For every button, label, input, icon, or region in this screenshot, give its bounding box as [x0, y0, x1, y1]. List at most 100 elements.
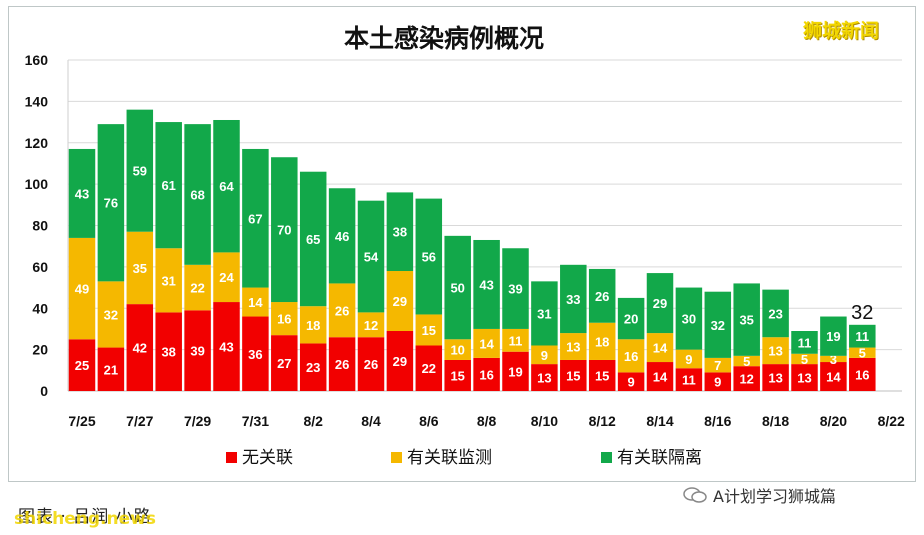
data-label: 12 [739, 372, 753, 387]
data-label: 35 [133, 261, 147, 276]
bar-segment-yellow [646, 333, 674, 363]
data-label: 32 [104, 307, 118, 322]
x-tick-label: 8/16 [704, 413, 731, 429]
data-label: 27 [277, 356, 291, 371]
bar-segment-red [849, 357, 876, 391]
data-label: 39 [190, 344, 204, 359]
data-label: 38 [393, 225, 407, 240]
data-label: 14 [826, 370, 841, 385]
legend-label: 无关联 [242, 448, 293, 468]
data-label: 11 [798, 335, 812, 350]
y-tick-label: 160 [25, 52, 49, 68]
watermark-logo: 狮城新闻 [803, 20, 880, 42]
data-label: 76 [104, 196, 118, 211]
x-tick-label: 7/27 [126, 413, 153, 429]
bar-segment-red [415, 345, 443, 391]
bar-segment-red [97, 347, 125, 391]
x-tick-label: 7/29 [184, 413, 211, 429]
bar-segment-green [849, 324, 876, 348]
data-label: 36 [248, 347, 262, 362]
data-label: 11 [682, 373, 696, 388]
bar-segment-red [617, 372, 645, 391]
data-label: 31 [161, 273, 175, 288]
y-tick-label: 40 [32, 300, 48, 316]
bar-segment-yellow [588, 322, 616, 360]
x-tick-label: 8/4 [361, 413, 381, 429]
bar-segment-green [617, 297, 645, 340]
x-tick-label: 8/18 [762, 413, 789, 429]
data-label: 26 [595, 289, 609, 304]
bar-segment-green [97, 124, 125, 282]
data-label: 9 [541, 348, 548, 363]
bars: 2549432132764235593831613922684324643614… [68, 109, 876, 391]
bar-segment-yellow [213, 252, 240, 303]
bar-segment-yellow [155, 248, 182, 313]
chart-title: 本土感染病例概况 [344, 24, 544, 53]
data-label: 18 [306, 318, 320, 333]
y-tick-label: 100 [25, 176, 49, 192]
bar-segment-yellow [502, 328, 529, 352]
bar-segment-red [502, 351, 529, 391]
x-tick-label: 8/20 [820, 413, 847, 429]
data-label: 35 [739, 313, 753, 328]
bar-segment-yellow [415, 314, 443, 346]
bar-segment-green [646, 273, 674, 334]
wechat-icon [683, 487, 707, 503]
bar-segment-yellow [271, 302, 298, 336]
bar-segment-yellow [126, 231, 154, 305]
data-label: 49 [75, 282, 89, 297]
data-label: 21 [104, 362, 118, 377]
x-tick-label: 8/12 [589, 413, 616, 429]
bar-segment-green [473, 239, 500, 329]
data-label: 20 [624, 312, 638, 327]
data-label: 13 [537, 371, 551, 386]
data-label: 38 [161, 345, 175, 360]
data-label: 9 [627, 375, 634, 390]
legend-swatch [391, 452, 402, 463]
bar-segment-red [271, 335, 298, 391]
data-label: 64 [219, 179, 234, 194]
data-label: 13 [768, 371, 782, 386]
bar-segment-yellow [675, 349, 703, 369]
y-tick-label: 20 [32, 342, 48, 358]
data-label: 54 [364, 250, 379, 265]
bar-segment-red [733, 366, 760, 391]
legend-swatch [601, 452, 612, 463]
bar-segment-red [213, 302, 240, 391]
bar-segment-green [762, 289, 789, 338]
data-label: 56 [422, 250, 436, 265]
data-label: 29 [393, 294, 407, 309]
legend-label: 有关联监测 [407, 448, 492, 468]
bar-segment-green [820, 316, 847, 356]
bar-segment-yellow [473, 328, 500, 358]
data-label: 23 [306, 360, 320, 375]
data-label: 13 [566, 340, 580, 355]
bar-segment-yellow [560, 333, 587, 360]
y-axis: 0 20 40 60 80 100 120 140 160 [25, 52, 49, 399]
data-label: 30 [682, 312, 696, 327]
legend-label: 有关联隔离 [617, 448, 702, 468]
bar-segment-green [733, 283, 760, 356]
bar-segment-yellow [444, 339, 471, 360]
x-tick-label: 7/31 [242, 413, 269, 429]
bar-segment-green [271, 157, 298, 303]
bar-segment-green [299, 171, 327, 307]
data-label: 16 [855, 367, 869, 382]
data-label: 19 [508, 364, 522, 379]
data-label: 26 [364, 357, 378, 372]
data-label: 59 [133, 164, 147, 179]
bar-segment-green [184, 124, 211, 265]
bar-segment-red [704, 372, 732, 391]
bar-segment-red [560, 359, 587, 391]
y-tick-label: 0 [40, 383, 48, 399]
data-label: 50 [450, 281, 464, 296]
bar-segment-green [560, 264, 587, 334]
data-label: 14 [479, 336, 494, 351]
x-tick-label: 8/6 [419, 413, 439, 429]
bar-segment-yellow [762, 337, 789, 365]
data-label: 43 [219, 340, 233, 355]
data-label: 19 [826, 329, 840, 344]
bar-segment-red [242, 316, 269, 391]
data-label: 9 [685, 352, 692, 367]
x-tick-label: 8/22 [878, 413, 905, 429]
